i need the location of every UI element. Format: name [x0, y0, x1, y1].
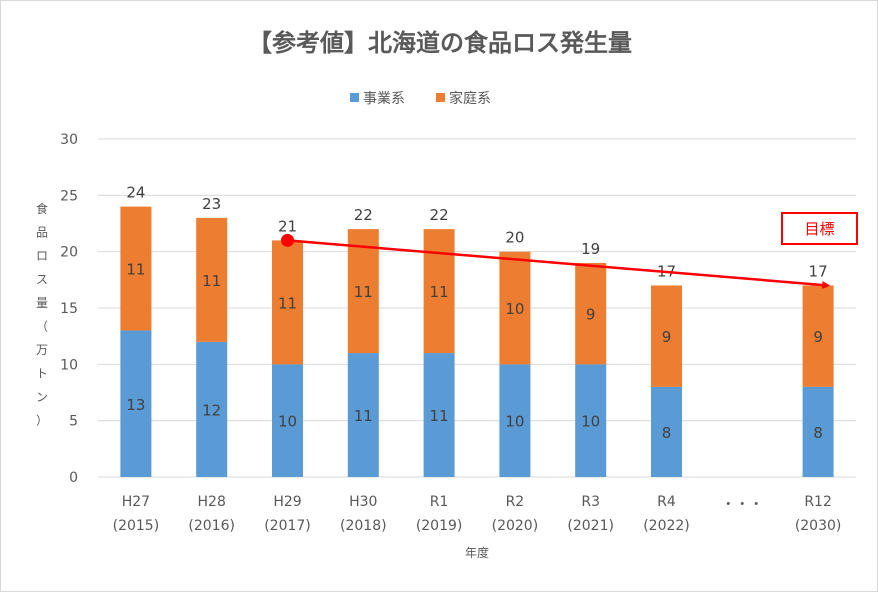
bar-business — [651, 386, 682, 477]
y-tick-label: 25 — [60, 188, 78, 204]
y-label-char: ト — [36, 367, 48, 381]
bar-value-label: 10 — [581, 413, 600, 431]
x-axis-label: 年度 — [465, 545, 489, 560]
bar-value-label: 9 — [813, 328, 823, 346]
bar-value-label: 13 — [126, 396, 145, 414]
y-tick-label: 30 — [60, 132, 78, 148]
total-label: 22 — [354, 206, 373, 224]
legend-label-0: 事業系 — [363, 91, 405, 107]
bar-household — [423, 229, 455, 354]
total-label: 22 — [430, 206, 449, 224]
bar-household — [575, 262, 607, 365]
bar-business — [347, 353, 379, 477]
bar-value-label: 10 — [505, 413, 524, 431]
bar-business — [575, 364, 607, 477]
legend-label-1: 家庭系 — [449, 90, 491, 107]
x-tick-sublabel: (2015) — [113, 518, 160, 534]
x-tick-label: R2 — [506, 494, 525, 510]
y-tick-label: 0 — [69, 470, 78, 486]
total-label: 24 — [126, 184, 145, 202]
bar-value-label: 11 — [126, 261, 145, 279]
x-tick-sublabel: (2021) — [567, 518, 614, 534]
x-tick-label: R4 — [657, 494, 676, 510]
x-tick-label: R1 — [430, 494, 449, 510]
bar-household — [120, 206, 152, 331]
x-tick-sublabel: (2018) — [340, 518, 387, 534]
bar-household — [272, 240, 303, 365]
bar-value-label: 10 — [278, 413, 297, 431]
y-label-char: 品 — [36, 226, 48, 240]
bar-value-label: 8 — [662, 424, 672, 442]
y-label-char: 万 — [36, 343, 48, 357]
x-tick-sublabel: (2020) — [492, 518, 539, 534]
x-tick-sublabel: (2016) — [188, 518, 235, 534]
x-tick-label: H29 — [273, 494, 301, 510]
total-label: 23 — [202, 195, 221, 213]
bar-business — [802, 386, 834, 477]
y-tick-label: 5 — [69, 414, 78, 430]
target-label-box — [781, 212, 858, 245]
x-tick-label: R12 — [804, 494, 832, 510]
total-label: 19 — [581, 240, 600, 258]
x-tick-label: R3 — [581, 494, 600, 510]
bar-household — [802, 285, 834, 387]
total-label: 17 — [809, 262, 828, 280]
bar-value-label: 9 — [662, 328, 672, 346]
bar-household — [347, 229, 379, 354]
target-label: 目標 — [804, 220, 834, 238]
bar-value-label: 11 — [278, 294, 297, 312]
bar-value-label: 11 — [430, 407, 449, 425]
bar-value-label: 9 — [586, 306, 596, 324]
target-arrow — [287, 239, 831, 289]
total-label: 20 — [505, 229, 524, 247]
legend: 事業系 家庭系 — [350, 90, 491, 107]
bar-household — [651, 285, 682, 387]
bar-value-label: 10 — [505, 300, 524, 318]
target-annotation: 目標 — [281, 212, 858, 289]
bar-value-label: 12 — [202, 401, 221, 419]
bar-value-label: 11 — [430, 283, 449, 301]
x-axis-ticks: H27 (2015) H28 (2016) H29 (2017) H30 (2018) R1 (2… — [113, 494, 842, 534]
y-axis-ticks: 0 5 10 15 20 25 30 — [60, 132, 78, 486]
y-label-char: ） — [36, 414, 48, 428]
bar-household — [499, 251, 531, 365]
bar-business — [196, 341, 228, 477]
x-tick-label: ・・・ — [721, 497, 763, 513]
legend-swatch-0 — [350, 93, 359, 102]
x-tick-sublabel: (2022) — [643, 518, 690, 534]
x-tick-sublabel: (2030) — [795, 518, 842, 534]
x-tick-sublabel: (2019) — [416, 518, 463, 534]
chart-title: 【参考値】北海道の食品ロス発生量 — [248, 29, 632, 57]
x-tick-label: H28 — [198, 494, 226, 510]
x-tick-label: H27 — [122, 494, 150, 510]
bar-business — [423, 353, 455, 477]
total-label: 21 — [278, 217, 297, 235]
bar-household — [196, 217, 228, 342]
bar-business — [272, 364, 303, 477]
x-tick-sublabel: (2017) — [264, 518, 311, 534]
y-tick-label: 10 — [60, 357, 78, 373]
bar-value-label: 11 — [354, 283, 373, 301]
bar-business — [499, 364, 531, 477]
bar-value-label: 11 — [202, 272, 221, 290]
y-label-char: （ — [36, 320, 48, 334]
bar-value-label: 11 — [354, 407, 373, 425]
y-label-char: ロ — [36, 249, 48, 263]
bar-value-label: 8 — [813, 424, 823, 442]
y-label-char: 食 — [36, 201, 48, 216]
y-tick-label: 20 — [60, 245, 78, 261]
x-tick-label: H30 — [349, 494, 377, 510]
legend-swatch-1 — [436, 93, 445, 102]
bar-business — [120, 330, 152, 477]
bars: 13 11 24 12 11 23 10 11 21 11 11 22 11 11 22 10 10 20 10 9 1… — [120, 184, 834, 477]
y-label-char: 量 — [36, 296, 48, 310]
y-label-char: ン — [36, 390, 48, 404]
start-point-marker — [281, 233, 294, 247]
y-label-char: ス — [36, 273, 48, 287]
y-tick-label: 15 — [60, 301, 78, 317]
